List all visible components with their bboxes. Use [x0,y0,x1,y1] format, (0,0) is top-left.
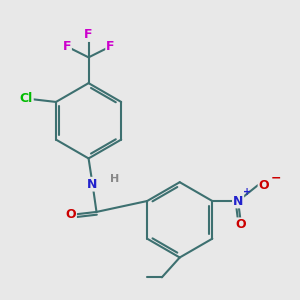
Text: −: − [271,172,281,185]
Text: Cl: Cl [20,92,33,106]
Text: F: F [84,28,93,41]
Text: F: F [62,40,71,53]
Text: N: N [233,194,243,208]
Text: +: + [243,187,251,197]
Text: O: O [65,208,76,221]
Text: N: N [87,178,98,191]
Text: O: O [236,218,246,231]
Text: H: H [110,174,119,184]
Text: O: O [259,179,269,192]
Text: F: F [106,40,115,53]
